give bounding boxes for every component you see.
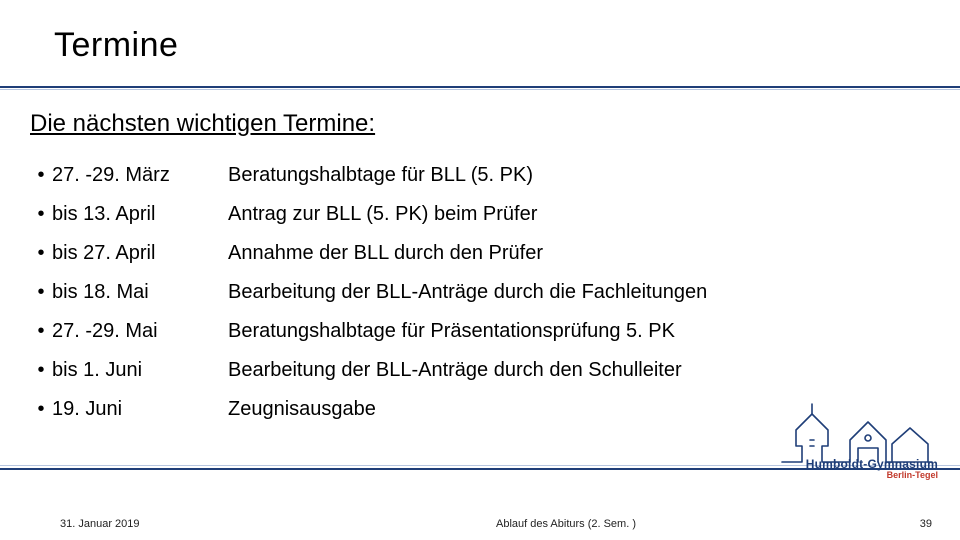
footer-date: 31. Januar 2019 [60,518,260,530]
list-item: • bis 1. Juni Bearbeitung der BLL-Anträg… [30,359,930,382]
bullet-icon: • [30,359,52,382]
divider-top [0,86,960,88]
school-logo-text: Humboldt-Gymnasium Berlin-Tegel [806,458,938,480]
list-item: • bis 27. April Annahme der BLL durch de… [30,242,930,265]
item-date: bis 27. April [52,242,228,265]
item-desc: Beratungshalbtage für BLL (5. PK) [228,164,930,187]
item-date: bis 1. Juni [52,359,228,382]
list-item: • 27. -29. März Beratungshalbtage für BL… [30,164,930,187]
item-desc: Bearbeitung der BLL-Anträge durch die Fa… [228,281,930,304]
item-desc: Bearbeitung der BLL-Anträge durch den Sc… [228,359,930,382]
item-desc: Antrag zur BLL (5. PK) beim Prüfer [228,203,930,226]
footer-page-number: 39 [872,518,932,530]
slide-subtitle: Die nächsten wichtigen Termine: [30,110,930,138]
bullet-icon: • [30,281,52,304]
bullet-icon: • [30,242,52,265]
list-item: • bis 18. Mai Bearbeitung der BLL-Anträg… [30,281,930,304]
item-desc: Annahme der BLL durch den Prüfer [228,242,930,265]
item-date: 27. -29. März [52,164,228,187]
bullet-icon: • [30,164,52,187]
item-date: 27. -29. Mai [52,320,228,343]
date-list: • 27. -29. März Beratungshalbtage für BL… [30,164,930,421]
logo-line2: Berlin-Tegel [806,471,938,480]
bullet-icon: • [30,320,52,343]
logo-line1: Humboldt-Gymnasium [806,458,938,471]
item-desc: Beratungshalbtage für Präsentationsprüfu… [228,320,930,343]
item-date: 19. Juni [52,398,228,421]
item-date: bis 18. Mai [52,281,228,304]
list-item: • bis 13. April Antrag zur BLL (5. PK) b… [30,203,930,226]
bullet-icon: • [30,203,52,226]
footer-title: Ablauf des Abiturs (2. Sem. ) [260,518,872,530]
divider-top-inner [0,89,960,90]
list-item: • 27. -29. Mai Beratungshalbtage für Prä… [30,320,930,343]
item-date: bis 13. April [52,203,228,226]
slide-footer: 31. Januar 2019 Ablauf des Abiturs (2. S… [0,518,960,530]
slide-title: Termine [54,26,960,65]
bullet-icon: • [30,398,52,421]
